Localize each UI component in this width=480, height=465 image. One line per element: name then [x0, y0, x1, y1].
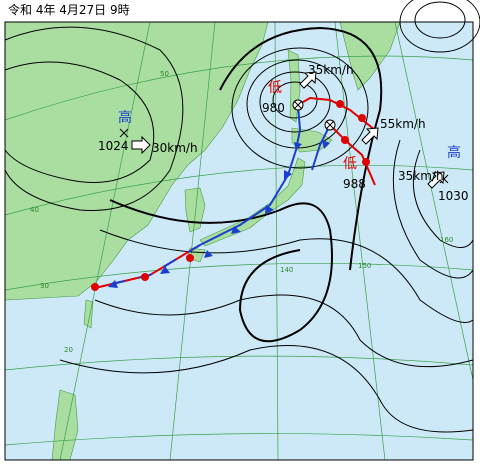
isobar — [219, 26, 383, 271]
latitude-line — [4, 164, 474, 216]
isobar — [259, 71, 331, 133]
front-symbol — [341, 136, 349, 144]
continent — [4, 21, 269, 301]
longitude-line — [334, 21, 386, 461]
front-symbol — [91, 283, 99, 291]
grid-label: 20 — [64, 346, 73, 354]
longitude-line — [394, 21, 474, 381]
system-speed: 35km/h — [398, 169, 444, 183]
isobar — [4, 26, 184, 211]
grid-lines — [4, 21, 474, 461]
longitude-line — [169, 21, 216, 461]
system-speed: 30km/h — [152, 141, 198, 155]
grid-label: 160 — [440, 236, 453, 244]
isobar — [94, 294, 474, 368]
system-pressure: 1030 — [438, 189, 469, 203]
grid-label: 30 — [40, 282, 49, 290]
cold-front — [311, 124, 331, 171]
latitude-line — [4, 355, 474, 371]
system-speed: 35km/h — [308, 63, 354, 77]
longitude-line — [274, 21, 279, 461]
isobar — [392, 139, 474, 279]
front-symbol — [362, 158, 370, 166]
hokkaido — [291, 127, 333, 153]
latitude-line — [4, 433, 474, 446]
grid-label: 140 — [280, 266, 293, 274]
warm-front — [329, 124, 376, 186]
low-center — [293, 100, 303, 110]
system-kind: 低 — [268, 80, 282, 96]
grid-label: 50 — [160, 70, 169, 78]
taiwan — [83, 299, 94, 329]
map-frame — [4, 21, 474, 461]
motion-arrow — [131, 135, 151, 155]
system-speed: 55km/h — [380, 117, 426, 131]
grid-label: 150 — [358, 262, 371, 270]
motion-arrows — [131, 71, 445, 189]
high-center — [119, 128, 129, 138]
system-pressure: 980 — [262, 101, 285, 115]
fronts — [91, 96, 376, 291]
system-kind: 高 — [118, 109, 132, 126]
isobar — [272, 81, 318, 119]
low-center — [325, 120, 335, 130]
isobar — [231, 47, 369, 169]
centers — [119, 99, 449, 184]
map-title: 令和 4年 4月27日 9時 — [8, 2, 130, 17]
latitude-line — [4, 262, 474, 291]
longitude-line — [59, 21, 151, 461]
motion-arrow — [427, 171, 445, 189]
front-symbol — [186, 254, 194, 262]
front-symbol — [358, 114, 366, 122]
isobar — [414, 1, 466, 39]
isobar — [412, 149, 474, 248]
isobar — [59, 345, 474, 433]
system-pressure: 988 — [343, 177, 366, 191]
system-kind: 高 — [447, 144, 461, 161]
isobar — [99, 229, 474, 323]
system-pressure: 1024 — [98, 139, 129, 153]
system-kind: 低 — [343, 156, 357, 172]
motion-arrow — [361, 127, 379, 145]
isobar — [4, 61, 155, 183]
front-symbol — [141, 273, 149, 281]
motion-arrow — [299, 71, 317, 89]
isobars — [4, 0, 480, 433]
grid-label: 40 — [30, 206, 39, 214]
map-area — [4, 21, 473, 461]
latitude-line — [4, 55, 474, 121]
front-symbol — [336, 100, 344, 108]
